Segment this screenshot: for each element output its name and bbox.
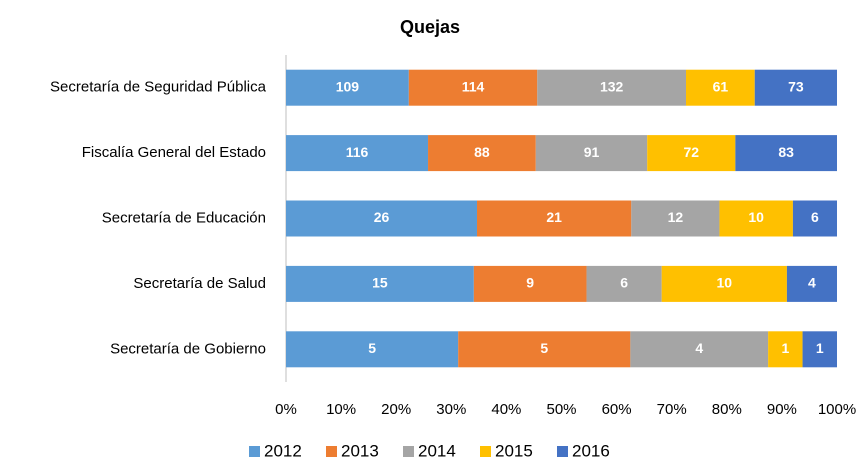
legend-swatch xyxy=(249,446,260,457)
data-label: 1 xyxy=(781,340,789,356)
legend-label: 2014 xyxy=(418,441,456,460)
data-label: 21 xyxy=(546,209,562,225)
data-label: 116 xyxy=(346,144,369,160)
bar-segment xyxy=(286,331,459,368)
data-label: 4 xyxy=(808,275,816,291)
x-tick-label: 70% xyxy=(657,401,687,418)
bar-segment xyxy=(686,69,755,106)
data-label: 73 xyxy=(788,78,804,94)
bar-segment xyxy=(428,135,536,172)
bar-segment xyxy=(792,200,837,237)
bar-segment xyxy=(286,69,409,106)
data-label: 26 xyxy=(374,209,390,225)
data-label: 132 xyxy=(600,78,624,94)
y-tick-label: Secretaría de Seguridad Pública xyxy=(50,79,267,96)
data-label: 5 xyxy=(368,340,376,356)
legend-swatch xyxy=(480,446,491,457)
legend-label: 2013 xyxy=(341,441,379,460)
chart-title: Quejas xyxy=(400,17,460,37)
bar-segment xyxy=(786,265,837,302)
bar-segment xyxy=(661,265,787,302)
legend-label: 2012 xyxy=(264,441,302,460)
data-label: 91 xyxy=(584,144,600,160)
data-label: 12 xyxy=(668,209,684,225)
x-tick-label: 50% xyxy=(546,401,576,418)
data-label: 4 xyxy=(695,340,703,356)
legend-swatch xyxy=(326,446,337,457)
legend-label: 2016 xyxy=(572,441,610,460)
x-tick-label: 30% xyxy=(436,401,466,418)
data-label: 83 xyxy=(778,144,794,160)
legend-swatch xyxy=(557,446,568,457)
bar-segment xyxy=(537,69,687,106)
bar-segment xyxy=(754,69,837,106)
y-tick-label: Secretaría de Gobierno xyxy=(110,340,266,357)
data-label: 1 xyxy=(816,340,824,356)
bar-segment xyxy=(286,265,474,302)
bar-segment xyxy=(768,331,803,368)
x-tick-label: 40% xyxy=(491,401,521,418)
data-label: 109 xyxy=(336,78,360,94)
bar-segment xyxy=(535,135,648,172)
x-tick-label: 100% xyxy=(818,401,856,418)
y-tick-label: Secretaría de Educación xyxy=(102,209,266,226)
x-tick-label: 80% xyxy=(712,401,742,418)
data-label: 15 xyxy=(372,275,388,291)
bar-segment xyxy=(286,135,429,172)
bar-segment xyxy=(586,265,662,302)
data-label: 6 xyxy=(620,275,628,291)
bar-segment xyxy=(286,200,478,237)
bar-segment xyxy=(631,200,720,237)
data-label: 6 xyxy=(811,209,819,225)
bar-segment xyxy=(647,135,736,172)
data-label: 72 xyxy=(684,144,700,160)
data-label: 61 xyxy=(713,78,729,94)
bar-segment xyxy=(735,135,837,172)
data-label: 10 xyxy=(717,275,733,291)
x-tick-label: 10% xyxy=(326,401,356,418)
bar-segment xyxy=(477,200,632,237)
y-tick-label: Secretaría de Salud xyxy=(133,275,266,292)
legend-swatch xyxy=(403,446,414,457)
data-label: 10 xyxy=(748,209,764,225)
y-tick-label: Fiscalía General del Estado xyxy=(82,144,266,161)
legend-label: 2015 xyxy=(495,441,533,460)
data-label: 88 xyxy=(474,144,490,160)
bar-segment xyxy=(458,331,631,368)
data-label: 9 xyxy=(526,275,534,291)
bar-segment xyxy=(719,200,793,237)
bar-segment xyxy=(408,69,538,106)
x-tick-label: 20% xyxy=(381,401,411,418)
x-tick-label: 60% xyxy=(602,401,632,418)
bar-segment xyxy=(630,331,769,368)
data-label: 5 xyxy=(540,340,548,356)
data-label: 114 xyxy=(462,78,485,94)
bar-segment xyxy=(802,331,837,368)
bar-segment xyxy=(473,265,587,302)
x-tick-label: 90% xyxy=(767,401,797,418)
x-tick-label: 0% xyxy=(275,401,297,418)
